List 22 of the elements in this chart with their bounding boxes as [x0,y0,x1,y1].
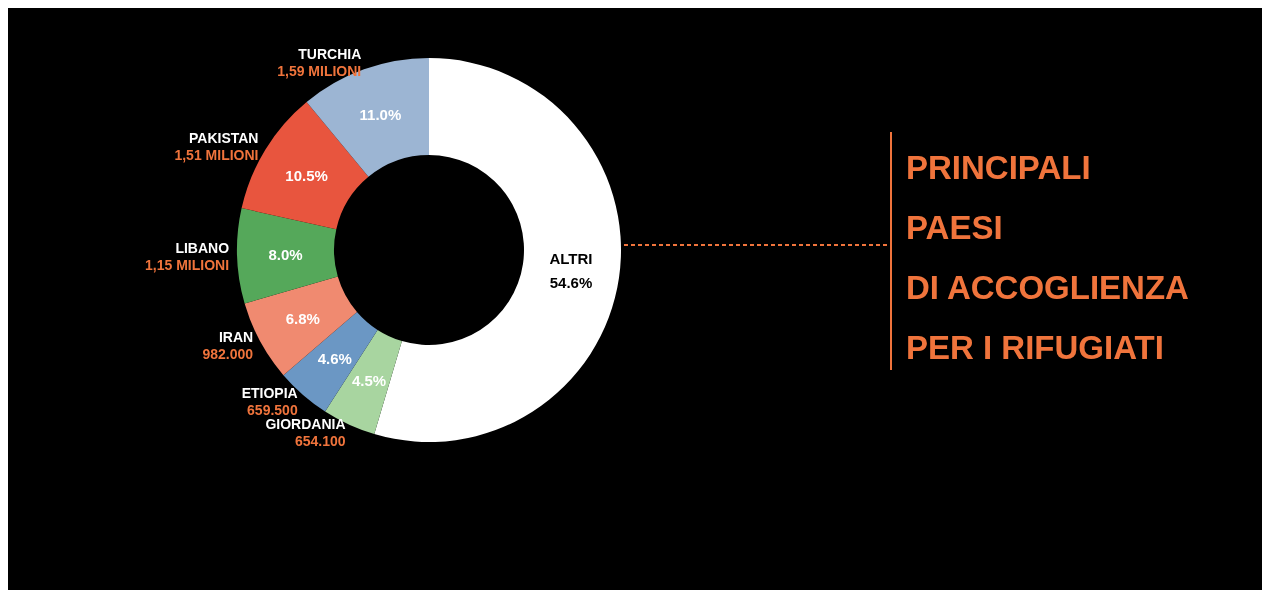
slice-label: PAKISTAN [188,129,259,146]
slice-label: GIORDANIA [265,415,346,432]
data-label: 4.6% [317,349,352,367]
text: 1,15 MILIONI [145,257,230,274]
slice-label: ALTRI [549,250,593,268]
text: 1,59 MILIONI [277,62,362,79]
text: 654.100 [294,432,346,449]
text: 659.500 [247,401,298,418]
data-label: 6.8% [285,309,320,327]
data-label: 10.5% [285,166,328,184]
slice-label: IRAN [218,329,254,346]
text: 1,51 MILIONI [174,146,259,163]
data-label: 54.6% [549,274,593,292]
data-label: 11.0% [359,106,402,124]
slice-label: LIBANO [175,240,230,257]
data-label: 4.5% [352,371,387,389]
donut-slice [237,208,338,304]
data-label: 8.0% [268,246,303,264]
slice-label: TURCHIA [298,45,362,62]
slice-label: ETIOPIA [241,384,298,401]
text: PRINCIPALI PAESI DI ACCOGLIENZA PER I RIFUGIATI [906,148,1189,368]
text: 982.000 [202,346,254,363]
